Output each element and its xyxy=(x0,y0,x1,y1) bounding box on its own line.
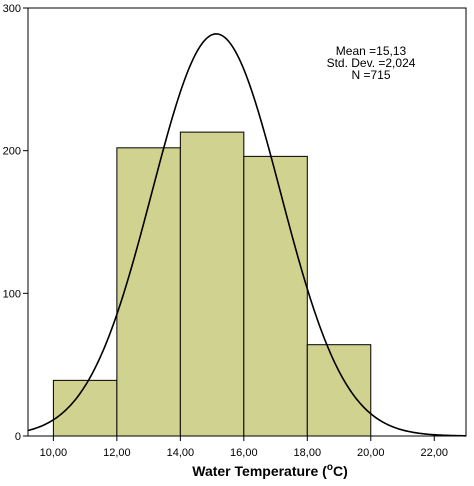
histogram-bars xyxy=(52,131,372,437)
x-tick-label: 14,00 xyxy=(167,447,195,459)
y-tick-label: 200 xyxy=(3,146,21,158)
x-axis-title-superscript: o xyxy=(327,462,333,473)
normal-distribution-curve xyxy=(27,33,467,437)
histogram-bar-2 xyxy=(116,147,181,437)
histogram-bar-3 xyxy=(179,131,245,437)
y-axis: 0 100 200 300 xyxy=(3,3,28,443)
histogram-bar-4 xyxy=(243,155,308,437)
histogram-bar-5 xyxy=(306,344,372,437)
x-axis: 10,00 12,00 14,00 16,00 18,00 20,00 22,00 xyxy=(40,436,448,459)
x-tick-label: 10,00 xyxy=(40,447,68,459)
x-tick-label: 22,00 xyxy=(420,447,448,459)
x-tick-label: 20,00 xyxy=(357,447,385,459)
y-tick-label: 300 xyxy=(3,3,21,15)
stats-line-3: N =715 xyxy=(351,68,390,82)
stats-line-1: Mean =15,13 xyxy=(336,44,407,58)
x-tick-label: 18,00 xyxy=(294,447,322,459)
histogram-bar-1 xyxy=(52,379,118,437)
y-tick-label: 100 xyxy=(3,288,21,300)
x-tick-label: 16,00 xyxy=(230,447,258,459)
x-axis-title-suffix: C) xyxy=(333,463,348,479)
x-tick-label: 12,00 xyxy=(103,447,131,459)
x-axis-title: Water Temperature (oC) xyxy=(192,462,347,479)
y-tick-label: 0 xyxy=(15,431,21,443)
stats-line-2: Std. Dev. =2,024 xyxy=(327,56,416,70)
